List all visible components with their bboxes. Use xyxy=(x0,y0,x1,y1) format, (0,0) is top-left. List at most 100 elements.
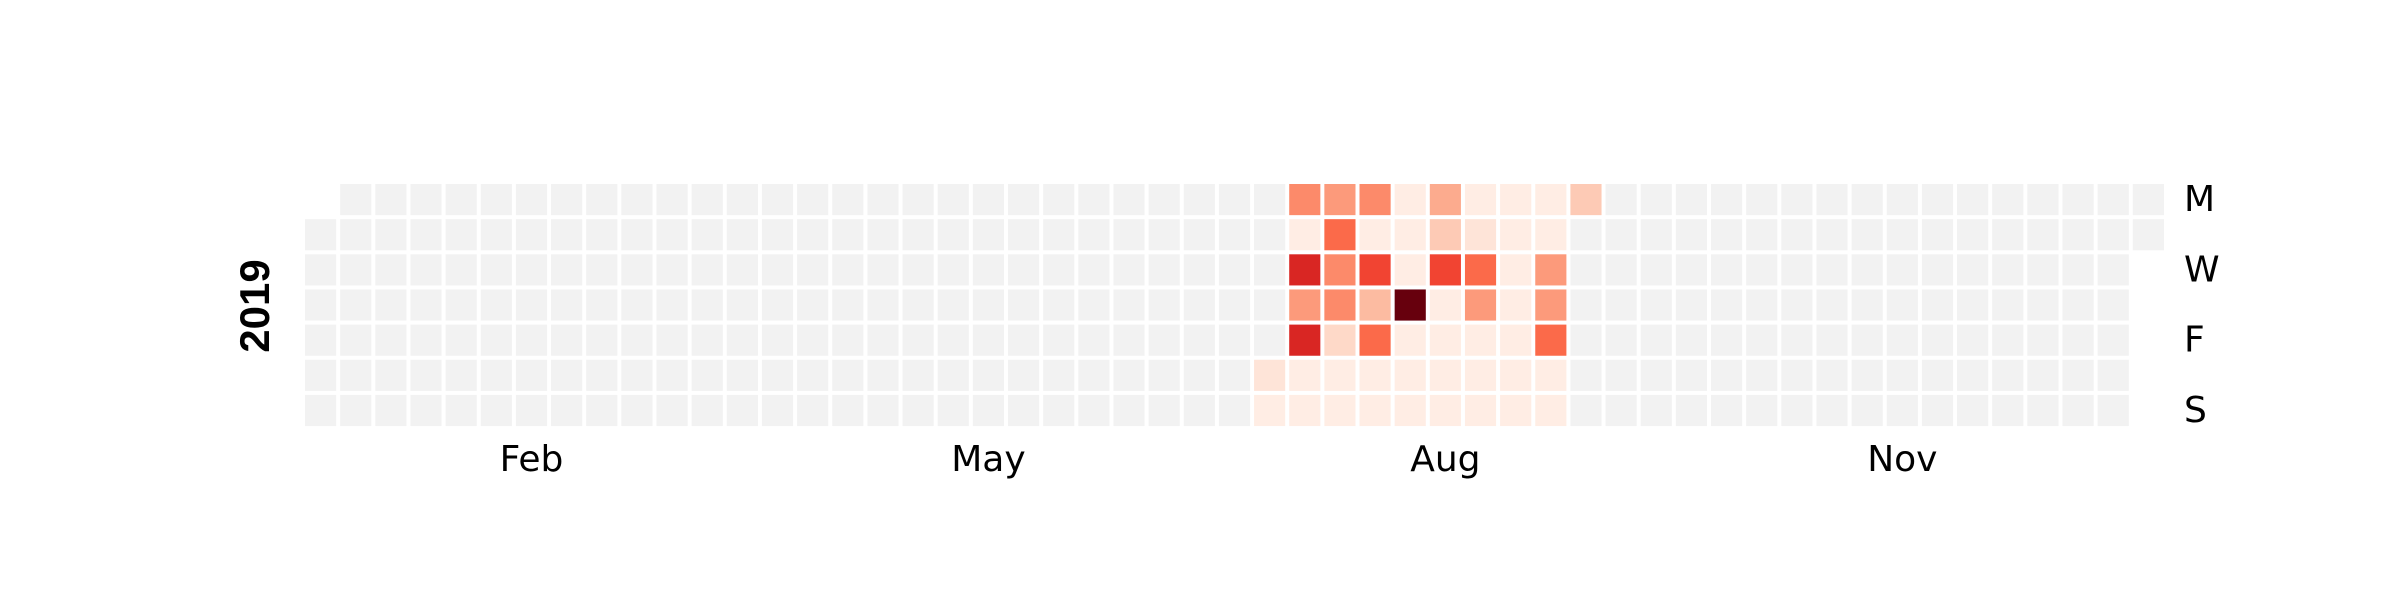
heatmap-cell-empty xyxy=(1605,184,1637,216)
heatmap-cell-empty xyxy=(1992,184,2024,216)
heatmap-cell-empty xyxy=(1675,289,1707,321)
heatmap-cell-empty xyxy=(551,359,583,391)
heatmap-cell-empty xyxy=(1183,184,1215,216)
heatmap-cell-empty xyxy=(1218,394,1251,427)
heatmap-cell-empty xyxy=(1781,184,1813,216)
heatmap-cell-active xyxy=(1535,254,1567,286)
heatmap-cell-empty xyxy=(1008,254,1040,286)
heatmap-cell-empty xyxy=(797,184,829,216)
heatmap-cell-empty xyxy=(1992,254,2024,286)
heatmap-cell-empty xyxy=(1078,324,1110,356)
heatmap-cell-empty xyxy=(867,394,899,427)
heatmap-cell-empty xyxy=(305,254,337,286)
heatmap-cell-empty xyxy=(1816,219,1848,251)
heatmap-cell-empty xyxy=(797,324,829,356)
heatmap-cell-empty xyxy=(1781,359,1813,391)
heatmap-cell-empty xyxy=(2097,184,2129,216)
heatmap-cell-empty xyxy=(1605,289,1637,321)
heatmap-cell-empty xyxy=(1675,254,1707,286)
heatmap-cell-empty xyxy=(1640,324,1672,356)
heatmap-cell-empty xyxy=(867,184,899,216)
heatmap-cell-empty xyxy=(656,394,688,427)
heatmap-cell-empty xyxy=(445,359,477,391)
heatmap-cell-empty xyxy=(1113,219,1145,251)
heatmap-cell-empty xyxy=(1078,289,1110,321)
heatmap-cell-empty xyxy=(586,394,618,427)
heatmap-cell-empty xyxy=(551,324,583,356)
heatmap-cell-empty xyxy=(761,289,794,321)
heatmap-cell-empty xyxy=(1921,289,1954,321)
heatmap-cell-empty xyxy=(1008,324,1040,356)
heatmap-cell-empty xyxy=(1746,254,1778,286)
heatmap-cell-empty xyxy=(797,254,829,286)
heatmap-cell-active xyxy=(1359,184,1391,216)
heatmap-cell-empty xyxy=(586,184,618,216)
heatmap-cell-empty xyxy=(1148,359,1180,391)
heatmap-cell-active xyxy=(1500,289,1532,321)
heatmap-cell-empty xyxy=(1183,254,1215,286)
heatmap-cell-empty xyxy=(445,184,477,216)
heatmap-cell-active xyxy=(1394,219,1426,251)
heatmap-cell-empty xyxy=(1218,184,1251,216)
heatmap-cell-empty xyxy=(1254,219,1286,251)
heatmap-cell-active xyxy=(1289,324,1321,356)
month-tick-label: Feb xyxy=(500,439,564,480)
heatmap-cell-empty xyxy=(937,254,969,286)
heatmap-cell-empty xyxy=(691,394,723,427)
heatmap-cell-empty xyxy=(902,359,934,391)
heatmap-cell-active xyxy=(1324,219,1356,251)
heatmap-cell-empty xyxy=(2062,324,2094,356)
heatmap-cell-empty xyxy=(621,359,653,391)
heatmap-cell-active xyxy=(1324,184,1356,216)
heatmap-cell-empty xyxy=(1078,394,1110,427)
heatmap-cell-empty xyxy=(726,359,758,391)
heatmap-cell-empty xyxy=(1957,324,1989,356)
heatmap-cell-empty xyxy=(2097,359,2129,391)
heatmap-cell-empty xyxy=(1008,359,1040,391)
heatmap-cell-empty xyxy=(1886,184,1918,216)
heatmap-cell-empty xyxy=(832,324,864,356)
heatmap-cell-empty xyxy=(691,359,723,391)
heatmap-cell-active xyxy=(1324,394,1356,427)
heatmap-cell-empty xyxy=(2097,219,2129,251)
heatmap-cell-empty xyxy=(551,289,583,321)
heatmap-cell-empty xyxy=(691,254,723,286)
heatmap-cell-empty xyxy=(1746,184,1778,216)
heatmap-cell-empty xyxy=(480,184,512,216)
heatmap-cell-empty xyxy=(305,289,337,321)
heatmap-cell-empty xyxy=(761,359,794,391)
heatmap-cell-empty xyxy=(832,359,864,391)
heatmap-cell-empty xyxy=(1148,289,1180,321)
heatmap-cell-empty xyxy=(832,219,864,251)
heatmap-cell-empty xyxy=(1781,254,1813,286)
heatmap-cell-empty xyxy=(1992,289,2024,321)
heatmap-cell-empty xyxy=(1992,219,2024,251)
heatmap-cell-active xyxy=(1429,184,1461,216)
heatmap-cell-active xyxy=(1359,394,1391,427)
heatmap-cell-empty xyxy=(1570,254,1602,286)
heatmap-cell-empty xyxy=(1078,254,1110,286)
heatmap-cell-empty xyxy=(797,359,829,391)
heatmap-cell-empty xyxy=(1992,359,2024,391)
heatmap-cell-empty xyxy=(1640,359,1672,391)
heatmap-cell-empty xyxy=(1113,394,1145,427)
heatmap-cell-empty xyxy=(305,359,337,391)
heatmap-cell-empty xyxy=(902,184,934,216)
heatmap-cell-active xyxy=(1289,184,1321,216)
heatmap-cell-empty xyxy=(1043,219,1075,251)
heatmap-cell-empty xyxy=(1781,394,1813,427)
heatmap-cell-empty xyxy=(2062,359,2094,391)
heatmap-cell-active xyxy=(1500,184,1532,216)
heatmap-cell-active xyxy=(1359,219,1391,251)
heatmap-cell-empty xyxy=(340,254,372,286)
heatmap-cell-empty xyxy=(621,219,653,251)
heatmap-cell-empty xyxy=(1254,289,1286,321)
heatmap-cell-empty xyxy=(480,289,512,321)
heatmap-cell-empty xyxy=(902,219,934,251)
month-tick-labels: Feb May Aug Nov xyxy=(500,439,1938,480)
heatmap-cell-empty xyxy=(726,394,758,427)
heatmap-cell-empty xyxy=(445,394,477,427)
heatmap-cell-active xyxy=(1429,359,1461,391)
heatmap-cell-empty xyxy=(1816,289,1848,321)
heatmap-cell-empty xyxy=(551,219,583,251)
